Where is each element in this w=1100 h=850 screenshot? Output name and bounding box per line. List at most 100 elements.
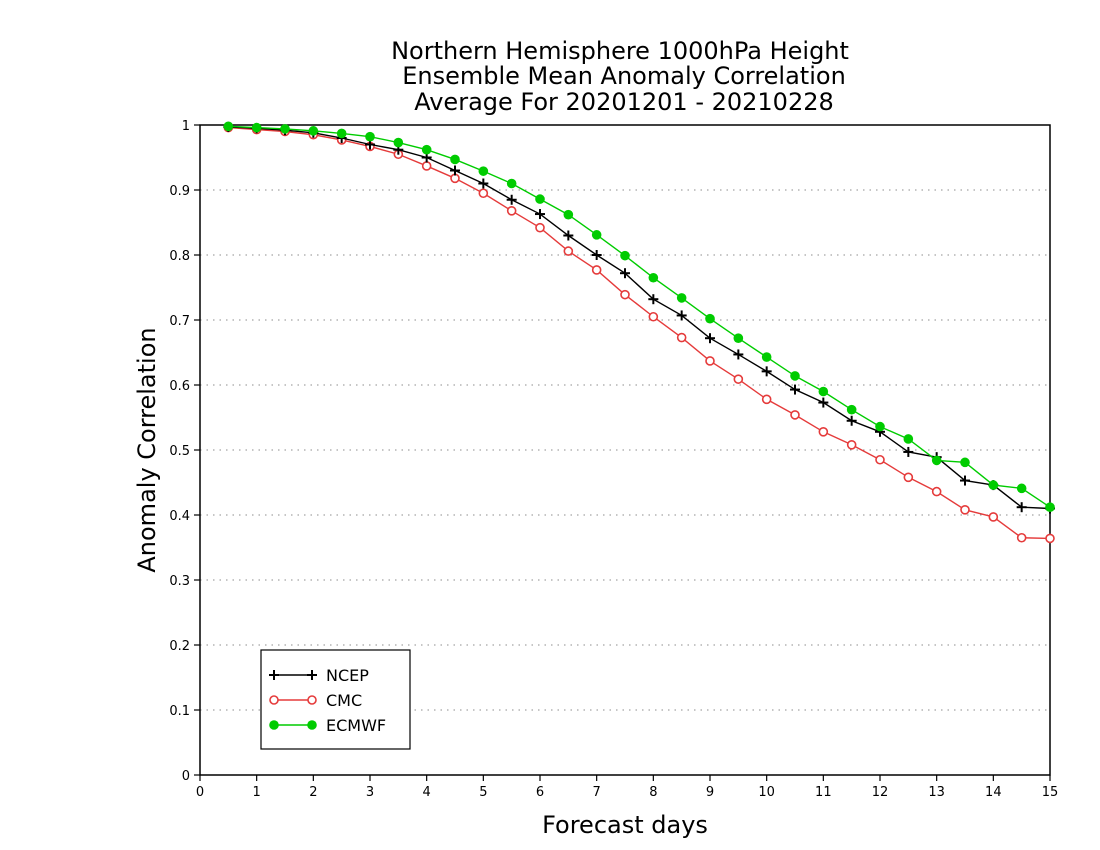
data-point-ecmwf xyxy=(223,121,234,132)
legend-marker-ecmwf xyxy=(307,720,317,730)
data-point-ncep xyxy=(535,209,545,220)
chart-title-line-3: Average For 20201201 - 20210228 xyxy=(414,88,834,116)
y-tick-label: 0.2 xyxy=(169,639,190,654)
data-point-ecmwf xyxy=(393,137,404,148)
data-point-ncep xyxy=(1016,502,1027,513)
y-tick-label: 0.5 xyxy=(169,444,190,459)
data-point-ecmwf xyxy=(280,124,290,134)
data-point-ncep xyxy=(620,268,630,279)
data-point-ncep xyxy=(591,250,602,260)
data-point-ncep xyxy=(761,366,772,377)
data-point-cmc xyxy=(818,426,829,437)
data-point-ncep xyxy=(478,178,489,189)
data-point-cmc xyxy=(1016,532,1027,543)
axis-ticks: 00.10.20.30.40.50.60.70.80.910 1 2 3 4 5 6 7 8 9 1… xyxy=(169,119,1058,800)
y-axis-title: Anomaly Correlation xyxy=(133,327,161,572)
legend-label-cmc: CMC xyxy=(326,691,362,710)
x-tick-label: 11 xyxy=(815,785,832,800)
data-point-cmc xyxy=(620,289,630,300)
x-tick-label: 15 xyxy=(1042,785,1059,800)
data-point-cmc xyxy=(761,394,772,405)
x-axis-title: Forecast days xyxy=(542,811,708,839)
data-point-cmc xyxy=(676,332,687,343)
series-line-ecmwf xyxy=(228,125,1051,508)
data-point-cmc xyxy=(1045,533,1055,544)
chart-title-line-1: Northern Hemisphere 1000hPa Height xyxy=(391,37,849,65)
data-point-ecmwf xyxy=(535,194,545,204)
legend-label-ecmwf: ECMWF xyxy=(326,716,386,735)
x-tick-label: 5 xyxy=(479,785,487,800)
data-point-ecmwf xyxy=(846,404,857,415)
data-point-ncep xyxy=(648,294,659,305)
chart-title-line-2: Ensemble Mean Anomaly Correlation xyxy=(402,62,846,90)
y-tick-label: 1 xyxy=(182,119,190,134)
data-point-cmc xyxy=(506,206,517,216)
data-point-ecmwf xyxy=(308,126,319,136)
data-point-ncep xyxy=(506,194,517,205)
data-point-ecmwf xyxy=(648,272,659,283)
legend-entry-ecmwf: ECMWF xyxy=(269,716,386,735)
x-tick-label: 2 xyxy=(309,785,317,800)
data-point-ecmwf xyxy=(1045,502,1055,512)
x-tick-label: 3 xyxy=(366,785,374,800)
data-point-ecmwf xyxy=(733,333,744,344)
y-tick-label: 0.6 xyxy=(169,379,190,394)
data-point-cmc xyxy=(931,486,942,497)
data-point-cmc xyxy=(478,188,489,199)
data-point-ncep xyxy=(818,397,829,408)
data-point-cmc xyxy=(875,454,885,465)
x-tick-label: 9 xyxy=(706,785,714,800)
x-tick-label: 12 xyxy=(872,785,889,800)
data-series xyxy=(223,121,1055,544)
data-point-ecmwf xyxy=(450,154,460,165)
legend-box xyxy=(260,649,411,750)
data-point-ncep xyxy=(563,230,574,241)
legend-marker-ecmwf xyxy=(269,720,279,730)
data-point-ecmwf xyxy=(790,371,800,381)
data-point-ecmwf xyxy=(478,166,489,176)
chart-title: Northern Hemisphere 1000hPa Height Ensem… xyxy=(391,37,849,116)
data-point-ncep xyxy=(846,415,857,426)
x-tick-label: 8 xyxy=(649,785,657,800)
y-tick-label: 0.4 xyxy=(169,509,190,524)
legend-marker-cmc xyxy=(269,695,279,705)
series-line-ncep xyxy=(228,126,1051,510)
data-point-ecmwf xyxy=(506,178,517,189)
data-point-ecmwf xyxy=(903,434,914,444)
data-point-cmc xyxy=(960,504,970,515)
data-point-ecmwf xyxy=(818,386,829,397)
data-point-cmc xyxy=(648,311,659,322)
legend-entry-cmc: CMC xyxy=(269,691,362,710)
legend-marker-ncep xyxy=(269,670,279,680)
x-tick-label: 6 xyxy=(536,785,544,800)
data-point-cmc xyxy=(563,246,574,256)
y-tick-label: 0.7 xyxy=(169,314,190,329)
data-point-ecmwf xyxy=(875,421,885,432)
data-point-ecmwf xyxy=(676,293,687,303)
data-point-ecmwf xyxy=(563,209,574,220)
data-point-cmc xyxy=(733,374,744,384)
x-tick-label: 10 xyxy=(758,785,775,800)
data-point-cmc xyxy=(705,356,715,366)
legend-entries: NCEP CMC ECMWF xyxy=(269,666,386,735)
data-point-cmc xyxy=(988,512,999,522)
data-point-ecmwf xyxy=(988,480,999,490)
y-tick-label: 0.1 xyxy=(169,704,190,719)
x-tick-label: 13 xyxy=(928,785,945,800)
data-point-ecmwf xyxy=(336,128,347,139)
x-tick-label: 0 xyxy=(196,785,204,800)
data-point-ecmwf xyxy=(931,455,942,466)
y-tick-label: 0.3 xyxy=(169,574,190,589)
data-point-ecmwf xyxy=(591,230,602,240)
data-point-ecmwf xyxy=(251,122,262,133)
data-point-ncep xyxy=(960,475,970,486)
data-point-ncep xyxy=(450,165,460,176)
data-point-ncep xyxy=(676,310,687,321)
data-point-ecmwf xyxy=(761,352,772,362)
series-cmc xyxy=(223,122,1055,544)
data-point-ncep xyxy=(903,446,914,457)
x-tick-label: 7 xyxy=(593,785,601,800)
x-tick-label: 1 xyxy=(253,785,261,800)
data-point-cmc xyxy=(535,222,545,233)
